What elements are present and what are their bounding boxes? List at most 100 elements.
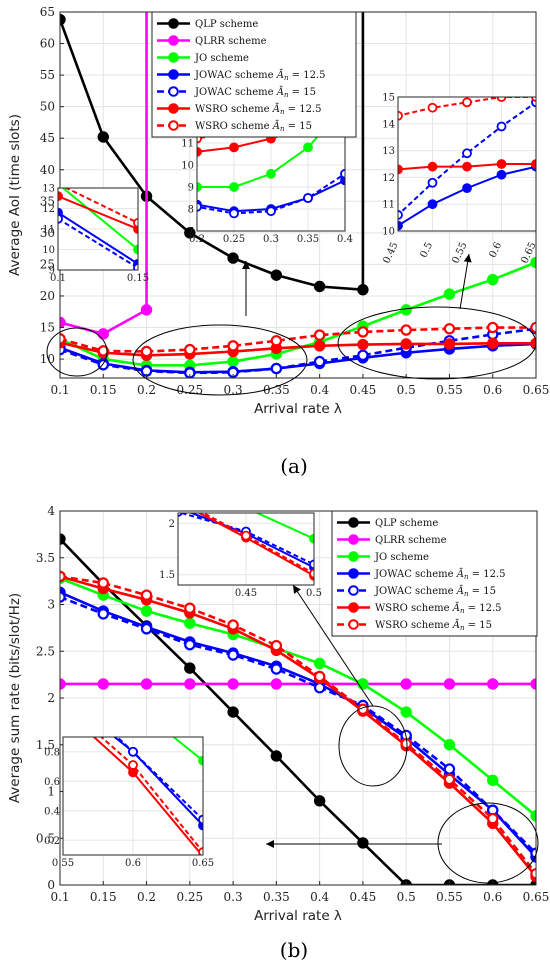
data-point-s2-p7: [357, 678, 369, 690]
data-point-s0-p4: [227, 252, 239, 264]
data-point-s0-p7: [357, 837, 369, 849]
legend-marker-2: [168, 52, 179, 63]
legend-label-4: JOWAC scheme Ān = 15: [374, 585, 496, 598]
legend-marker-1: [168, 35, 179, 46]
series-line-3: [197, 179, 345, 213]
data-point-s5-p10: [496, 159, 507, 169]
legend-label-0: QLP scheme: [195, 19, 258, 30]
y-axis-label: Average sum rate (bits/slot/Hz): [7, 593, 23, 803]
y-tick-label-8: 50: [40, 100, 55, 114]
data-point-s4-p9: [443, 763, 456, 775]
data-point-s6-p11: [530, 321, 536, 334]
inset-1: 0.55 0.6 0.65 0.2 0.4 0.6 0.8: [44, 736, 214, 869]
data-point-s4-p10: [128, 746, 138, 757]
data-point-s4-p8: [427, 177, 438, 188]
series-line-3: [60, 591, 536, 858]
zoom-arrow-1: [459, 253, 470, 310]
legend-marker-4: [168, 86, 179, 97]
data-point-s2-p2: [197, 182, 202, 192]
data-point-s6-p6: [313, 329, 326, 341]
data-point-s4-p2: [197, 201, 202, 212]
data-point-s2-p8: [400, 304, 412, 316]
inset-2-y-tick-3: 13: [382, 146, 395, 157]
x-tick-label-3: 0.25: [176, 890, 203, 904]
legend-marker-3: [168, 69, 179, 80]
data-point-s5-p7: [398, 164, 403, 175]
data-point-s2-p11: [530, 810, 536, 822]
data-point-s4-p0: [58, 213, 63, 224]
x-tick-label-8: 0.5: [397, 383, 416, 397]
inset-1-x-tick-2: 0.3: [263, 234, 279, 245]
data-point-s6-p11: [198, 847, 203, 855]
inset-0-series: [178, 513, 314, 581]
legend-marker-3: [348, 568, 359, 579]
data-point-s5-p9: [462, 161, 472, 172]
inset-1: 0.20.250.30.350.4789101112: [181, 117, 353, 246]
x-tick-label-4: 0.3: [224, 890, 243, 904]
data-point-s5-p9: [443, 338, 456, 350]
legend-marker-0: [168, 18, 179, 29]
data-point-s6-p2: [140, 589, 153, 601]
legend-label-2: JO scheme: [374, 552, 429, 563]
data-point-s5-p0: [58, 191, 63, 202]
data-point-s0-p3: [184, 662, 196, 674]
series-line-5: [398, 163, 536, 171]
legend-label-0: QLP scheme: [375, 518, 438, 529]
data-point-s4-p4: [266, 206, 276, 217]
data-point-s5-p3: [229, 142, 239, 153]
data-point-s5-p2: [197, 146, 202, 157]
x-tick-label-8: 0.5: [397, 890, 416, 904]
series-line-4: [197, 172, 345, 215]
zoom-ellipse-0: [46, 327, 108, 377]
inset-1-y-tick-4: 11: [181, 139, 194, 150]
inset-frame-1: [62, 736, 204, 856]
data-point-s1-p4: [227, 678, 239, 690]
data-point-s2-p1: [133, 244, 138, 255]
y-tick-label-0: 10: [40, 352, 55, 366]
data-point-s6-p10: [128, 760, 138, 770]
data-point-s4-p6: [178, 513, 183, 517]
inset-0-y-tick-4: 13: [42, 184, 55, 195]
y-tick-label-6: 3: [47, 598, 55, 612]
data-point-s4-p5: [303, 193, 313, 203]
y-tick-label-2: 20: [40, 289, 55, 303]
data-point-s4-p9: [462, 148, 472, 159]
data-point-s2-p3: [184, 617, 196, 629]
y-tick-label-1: 0.5: [36, 831, 55, 845]
inset-2-y-tick-1: 11: [382, 200, 395, 211]
data-point-s1-p11: [530, 678, 536, 690]
data-point-s2-p8: [400, 706, 412, 718]
series-line-4: [60, 327, 536, 375]
data-point-s0-p5: [270, 750, 283, 762]
inset-0-y-tick-2: 11: [42, 225, 55, 236]
inset-1-x-tick-0: 0.55: [52, 858, 74, 869]
data-point-s4-p5: [270, 663, 283, 675]
inset-0: 0.1 0.15 9 10 11 12 13: [42, 184, 149, 285]
legend-label-6: WSRO scheme Ān = 15: [375, 619, 492, 632]
data-point-s4-p10: [496, 121, 507, 132]
inset-0-y-tick-3: 12: [42, 204, 55, 215]
data-point-s2-p5: [303, 142, 313, 153]
inset-1-y-tick-1: 0.4: [44, 806, 60, 817]
data-point-s0-p4: [227, 706, 239, 718]
data-point-s0-p5: [270, 269, 283, 281]
x-axis-label: Arrival rate λ: [254, 908, 342, 924]
data-point-s6-p3: [184, 343, 196, 356]
x-tick-label-1: 0.15: [90, 383, 117, 397]
series-line-0: [60, 538, 536, 885]
data-point-s2-p6: [313, 657, 326, 670]
data-point-s2-p11: [530, 256, 536, 269]
data-point-s4-p4: [227, 649, 239, 661]
data-point-s5-p8: [400, 338, 412, 350]
data-point-s2-p11: [198, 755, 203, 766]
y-tick-label-1: 15: [40, 321, 55, 335]
legend-label-1: QLRR scheme: [195, 36, 267, 47]
inset-2-y-tick-2: 12: [382, 173, 395, 184]
inset-2-y-tick-0: 10: [382, 227, 395, 238]
inset-1-y-tick-2: 0.6: [44, 777, 60, 788]
legend-marker-0: [348, 517, 359, 528]
series-line-3: [398, 165, 536, 227]
x-tick-label-0: 0.1: [50, 383, 69, 397]
legend-label-4: JOWAC scheme Ān = 15: [194, 86, 316, 99]
inset-1-x-tick-2: 0.65: [192, 858, 214, 869]
